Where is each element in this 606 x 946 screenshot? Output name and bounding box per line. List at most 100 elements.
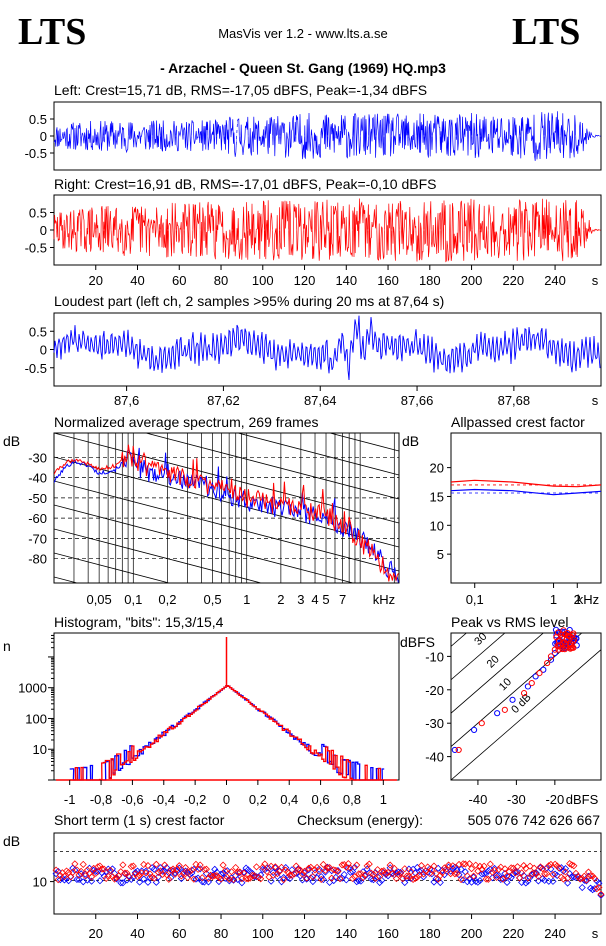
crest-point-blue-105 <box>269 868 277 876</box>
crest-point-red-212 <box>493 873 501 881</box>
spectrum-ytick-label-4: -70 <box>28 531 47 546</box>
crest-point-red-256 <box>584 868 593 876</box>
crest-point-red-44 <box>142 869 150 877</box>
peak-rms-point-red-0 <box>455 746 462 754</box>
crest-point-blue-76 <box>209 871 217 879</box>
crest-point-blue-142 <box>346 868 355 876</box>
right-channel-waveform-trace <box>53 198 601 263</box>
spectrum-xtick-label-2: 0,2 <box>158 592 176 607</box>
crest-point-red-62 <box>179 869 188 878</box>
crest-point-red-101 <box>261 860 269 868</box>
crest-point-red-211 <box>490 866 499 874</box>
crest-point-red-143 <box>348 874 357 883</box>
crest-point-red-125 <box>311 866 319 874</box>
histogram-xtick-label-8: 0,6 <box>312 792 330 807</box>
crest-point-red-65 <box>186 867 194 876</box>
crest-point-red-48 <box>150 874 158 882</box>
crest-point-red-177 <box>419 870 428 878</box>
crest-point-blue-258 <box>589 886 597 894</box>
crest-point-red-245 <box>561 868 570 876</box>
crest-point-blue-10 <box>71 866 79 874</box>
crest-point-blue-113 <box>286 875 294 883</box>
crest-point-red-208 <box>484 875 492 883</box>
crest-point-red-201 <box>470 872 478 880</box>
crest-point-red-33 <box>119 861 127 869</box>
crest-point-red-3 <box>56 871 64 879</box>
crest-xaxis-unit: s <box>592 926 599 941</box>
crest-point-red-67 <box>190 875 198 883</box>
crest-point-blue-246 <box>564 879 572 887</box>
peak-rms-cluster-red-7 <box>560 627 567 634</box>
allpassed-xtick-label-1: 1 <box>550 592 557 607</box>
right-xtick-label-7: 160 <box>377 273 399 288</box>
crest-point-blue-165 <box>394 868 403 876</box>
crest-point-blue-124 <box>309 877 317 886</box>
crest-point-red-97 <box>252 863 261 871</box>
crest-point-blue-146 <box>355 877 363 885</box>
crest-point-red-95 <box>248 871 256 879</box>
right-xtick-label-5: 120 <box>294 273 316 288</box>
crest-point-blue-261 <box>595 879 603 887</box>
peak-rms-cluster-red-27 <box>561 631 569 638</box>
crest-point-red-49 <box>152 860 160 868</box>
peak-rms-point-blue-8 <box>551 649 558 657</box>
crest-point-blue-12 <box>75 875 83 884</box>
spectrum-ytick-label-1: -40 <box>28 471 47 486</box>
crest-point-blue-212 <box>493 871 501 879</box>
crest-point-blue-250 <box>572 873 580 882</box>
crest-point-red-166 <box>397 869 405 877</box>
crest-point-blue-240 <box>551 870 559 878</box>
crest-point-blue-253 <box>578 883 586 892</box>
crest-ytick-label-0: 10 <box>33 875 47 890</box>
spectrum-title: Normalized average spectrum, 269 frames <box>54 414 319 430</box>
crest-point-red-129 <box>319 860 327 869</box>
crest-point-blue-52 <box>158 867 167 875</box>
peak-rms-point-blue-2 <box>494 710 501 717</box>
spectrum-diagonal-3 <box>328 433 399 452</box>
crest-point-red-27 <box>106 866 114 874</box>
crest-xtick-label-6: 140 <box>335 926 357 941</box>
crest-point-blue-22 <box>96 877 104 885</box>
spectrum-xtick-label-0: 0,05 <box>86 592 111 607</box>
crest-xtick-label-10: 220 <box>502 926 524 941</box>
crest-xtick-label-4: 100 <box>252 926 274 941</box>
crest-point-red-171 <box>407 868 415 876</box>
crest-point-red-14 <box>79 860 87 868</box>
crest-point-blue-18 <box>88 877 96 885</box>
crest-point-red-247 <box>566 860 574 868</box>
crest-point-red-45 <box>144 862 152 870</box>
peak-rms-point-blue-0 <box>451 746 458 754</box>
crest-point-blue-1 <box>52 870 60 878</box>
crest-point-red-70 <box>196 861 204 869</box>
crest-point-red-77 <box>211 871 219 880</box>
crest-point-red-187 <box>440 864 448 872</box>
peak-rms-xtick-label-1: -30 <box>507 792 526 807</box>
crest-point-red-239 <box>549 871 557 879</box>
crest-point-blue-196 <box>459 876 467 884</box>
crest-point-red-225 <box>520 861 528 870</box>
crest-point-blue-217 <box>503 878 511 887</box>
crest-point-blue-131 <box>323 863 332 871</box>
crest-point-blue-233 <box>536 864 545 872</box>
crest-point-blue-45 <box>144 878 152 886</box>
allpassed-ylabel: dB <box>402 433 419 449</box>
crest-point-red-261 <box>595 883 603 891</box>
allpassed-frame <box>450 432 602 584</box>
crest-point-blue-50 <box>154 873 162 881</box>
crest-point-red-21 <box>94 863 102 871</box>
spectrum-ylabel: dB <box>3 433 20 449</box>
crest-point-blue-180 <box>426 865 434 873</box>
crest-point-red-13 <box>77 867 85 875</box>
crest-point-red-91 <box>240 869 248 877</box>
crest-point-blue-117 <box>294 865 302 873</box>
crest-point-red-134 <box>330 866 338 874</box>
crest-point-red-86 <box>229 875 238 884</box>
crest-point-red-199 <box>465 860 474 868</box>
crest-point-red-155 <box>374 866 382 874</box>
file-title: - Arzachel - Queen St. Gang (1969) HQ.mp… <box>160 60 446 76</box>
crest-point-blue-128 <box>317 873 325 881</box>
peak-rms-diagonal-label-2: 20 <box>485 653 502 670</box>
crest-point-red-248 <box>568 861 576 869</box>
peak-rms-xtick-label-2: -20 <box>545 792 564 807</box>
crest-point-red-23 <box>98 865 106 873</box>
